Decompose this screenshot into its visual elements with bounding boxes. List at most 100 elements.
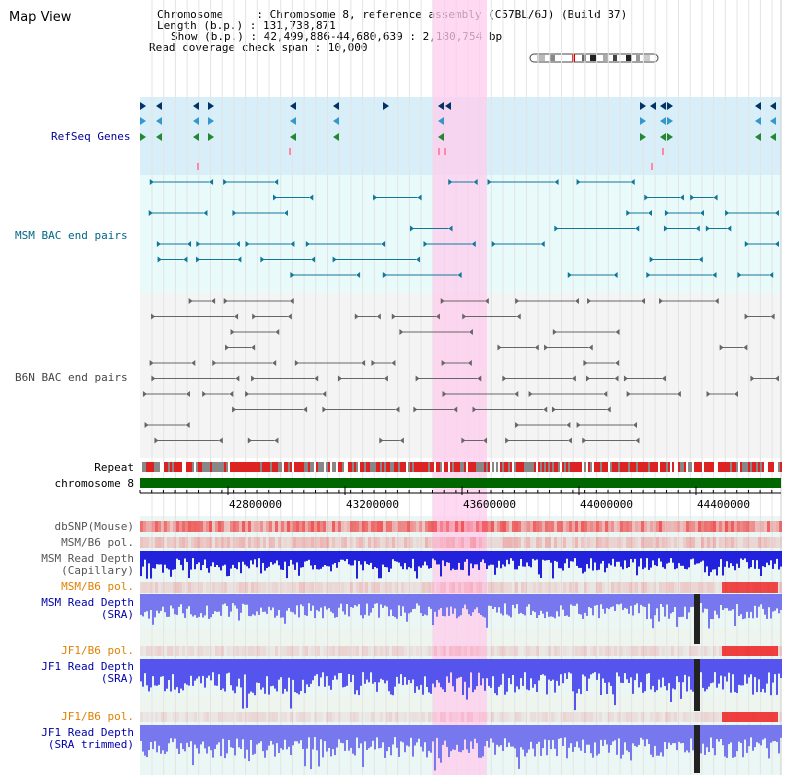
- jf1-b6-pol-cell: [473, 646, 476, 656]
- jf1-b6-pol-cell: [392, 646, 395, 656]
- jf1-b6-pol-cell: [191, 646, 194, 656]
- msm-depth-sra-bar: [196, 594, 198, 618]
- repeat-block: [534, 462, 536, 472]
- jf1-depth-sra-bar: [366, 659, 368, 680]
- jf1-depth-trimmed-bar: [472, 725, 474, 749]
- jf1-depth-sra-bar: [656, 659, 658, 691]
- msm-depth-sra-bar: [468, 594, 470, 615]
- jf1-depth-trimmed-bar: [750, 725, 752, 738]
- dbsnp-cell: [380, 521, 383, 532]
- msm-depth-capillary-bar: [568, 551, 570, 568]
- msm-b6-pol-sra-cell: [566, 582, 569, 593]
- b6n-bac-pair-end: [371, 360, 376, 366]
- repeat-block: [154, 462, 156, 472]
- msm-depth-sra-bar: [724, 594, 726, 609]
- jf1-depth-sra-bar: [252, 659, 254, 693]
- jf1-depth-trimmed-bar: [748, 725, 750, 747]
- msm-depth-capillary-bar: [410, 551, 412, 569]
- jf1-depth-sra-bar: [222, 659, 224, 689]
- b6n-bac-pair-end: [734, 391, 739, 397]
- msm-depth-sra-bar: [674, 594, 676, 607]
- jf1-depth-trimmed-bar: [154, 725, 156, 742]
- msm-depth-capillary-bar: [644, 551, 646, 568]
- msm-depth-capillary-bar: [378, 551, 380, 579]
- jf1-depth-trimmed-bar: [754, 725, 756, 748]
- jf1-depth-trimmed-bar: [486, 725, 488, 741]
- msm-depth-capillary-bar: [678, 551, 680, 564]
- jf1-read-depth-sra-sublabel: (SRA): [100, 672, 134, 685]
- msm-depth-capillary-bar: [150, 551, 152, 579]
- jf1-depth-trimmed-bar: [292, 725, 294, 746]
- dbsnp-cell: [695, 521, 698, 532]
- jf1-b6-pol-trimmed-cell: [644, 712, 647, 722]
- msm-b6-pol-sra-cell: [608, 582, 611, 593]
- msm-depth-sra-bar: [758, 594, 760, 607]
- jf1-b6-pol-trimmed-cell: [158, 712, 161, 722]
- jf1-b6-pol-cell: [467, 646, 470, 656]
- msm-depth-capillary-bar: [350, 551, 352, 566]
- msm-depth-sra-bar: [672, 594, 674, 612]
- jf1-depth-trimmed-bar: [762, 725, 764, 740]
- jf1-b6-pol-cell: [149, 646, 152, 656]
- jf1-depth-trimmed-bar: [580, 725, 582, 751]
- jf1-b6-pol-cell: [155, 646, 158, 656]
- msm-b6-pol-cell: [365, 537, 368, 548]
- jf1-b6-pol-trimmed-cell: [314, 712, 317, 722]
- jf1-depth-trimmed-bar: [238, 725, 240, 748]
- msm-bac-pair-end: [448, 179, 453, 185]
- dbsnp-cell: [329, 521, 332, 532]
- repeat-block: [706, 462, 708, 472]
- msm-depth-capillary-bar: [402, 551, 404, 570]
- jf1-b6-pol-trimmed-cell: [296, 712, 299, 722]
- repeat-block: [486, 462, 488, 472]
- msm-bac-end-pairs-label[interactable]: MSM BAC end pairs: [15, 229, 128, 242]
- jf1-b6-pol-cell: [518, 646, 521, 656]
- jf1-depth-sra-bar: [394, 659, 396, 687]
- msm-bac-pair-end: [554, 179, 559, 185]
- dbsnp-cell: [515, 521, 518, 532]
- repeat-block: [148, 462, 150, 472]
- jf1-depth-sra-bar: [324, 659, 326, 687]
- msm-depth-sra-bar: [484, 594, 486, 618]
- b6n-bac-pair-end: [185, 391, 190, 397]
- msm-b6-pol-cell: [422, 537, 425, 548]
- msm-b6-pol-cell: [464, 537, 467, 548]
- msm-depth-sra-bar: [316, 594, 318, 611]
- msm-b6-pol-cell: [692, 537, 695, 548]
- jf1-depth-sra-bar: [270, 659, 272, 687]
- msm-depth-capillary-bar: [684, 551, 686, 569]
- jf1-b6-pol-trimmed-cell: [668, 712, 671, 722]
- dbsnp-cell: [650, 521, 653, 532]
- msm-depth-sra-bar: [622, 594, 624, 610]
- msm-depth-capillary-bar: [590, 551, 592, 559]
- jf1-depth-trimmed-bar: [386, 725, 388, 752]
- repeat-block: [758, 462, 760, 472]
- msm-b6-pol-cell: [308, 537, 311, 548]
- dbsnp-cell: [305, 521, 308, 532]
- msm-b6-pol-cell: [497, 537, 500, 548]
- msm-depth-capillary-bar: [414, 551, 416, 572]
- repeat-block: [462, 462, 464, 472]
- jf1-b6-pol-trimmed-cell: [338, 712, 341, 722]
- b6n-bac-pair-end: [528, 391, 533, 397]
- msm-depth-sra-bar: [628, 594, 630, 614]
- msm-b6-pol-sra-cell: [626, 582, 629, 593]
- dbsnp-cell: [233, 521, 236, 532]
- msm-b6-pol-sra-cell: [581, 582, 584, 593]
- msm-bac-pair-end: [713, 194, 718, 201]
- jf1-depth-sra-bar: [462, 659, 464, 695]
- jf1-b6-pol-cell: [428, 646, 431, 656]
- msm-depth-capillary-bar: [420, 551, 422, 568]
- jf1-b6-pol-cell: [305, 646, 308, 656]
- dbsnp-cell: [347, 521, 350, 532]
- msm-depth-sra-bar: [498, 594, 500, 608]
- jf1-depth-sra-bar: [362, 659, 364, 673]
- jf1-b6-pol-cell: [590, 646, 593, 656]
- msm-b6-pol-cell: [302, 537, 305, 548]
- msm-b6-pol-cell: [503, 537, 506, 548]
- b6n-bac-end-pairs-label[interactable]: B6N BAC end pairs: [15, 371, 128, 384]
- refseq-genes-label[interactable]: RefSeq Genes: [51, 130, 131, 143]
- msm-depth-capillary-bar: [608, 551, 610, 564]
- msm-bac-pair-end: [473, 179, 478, 185]
